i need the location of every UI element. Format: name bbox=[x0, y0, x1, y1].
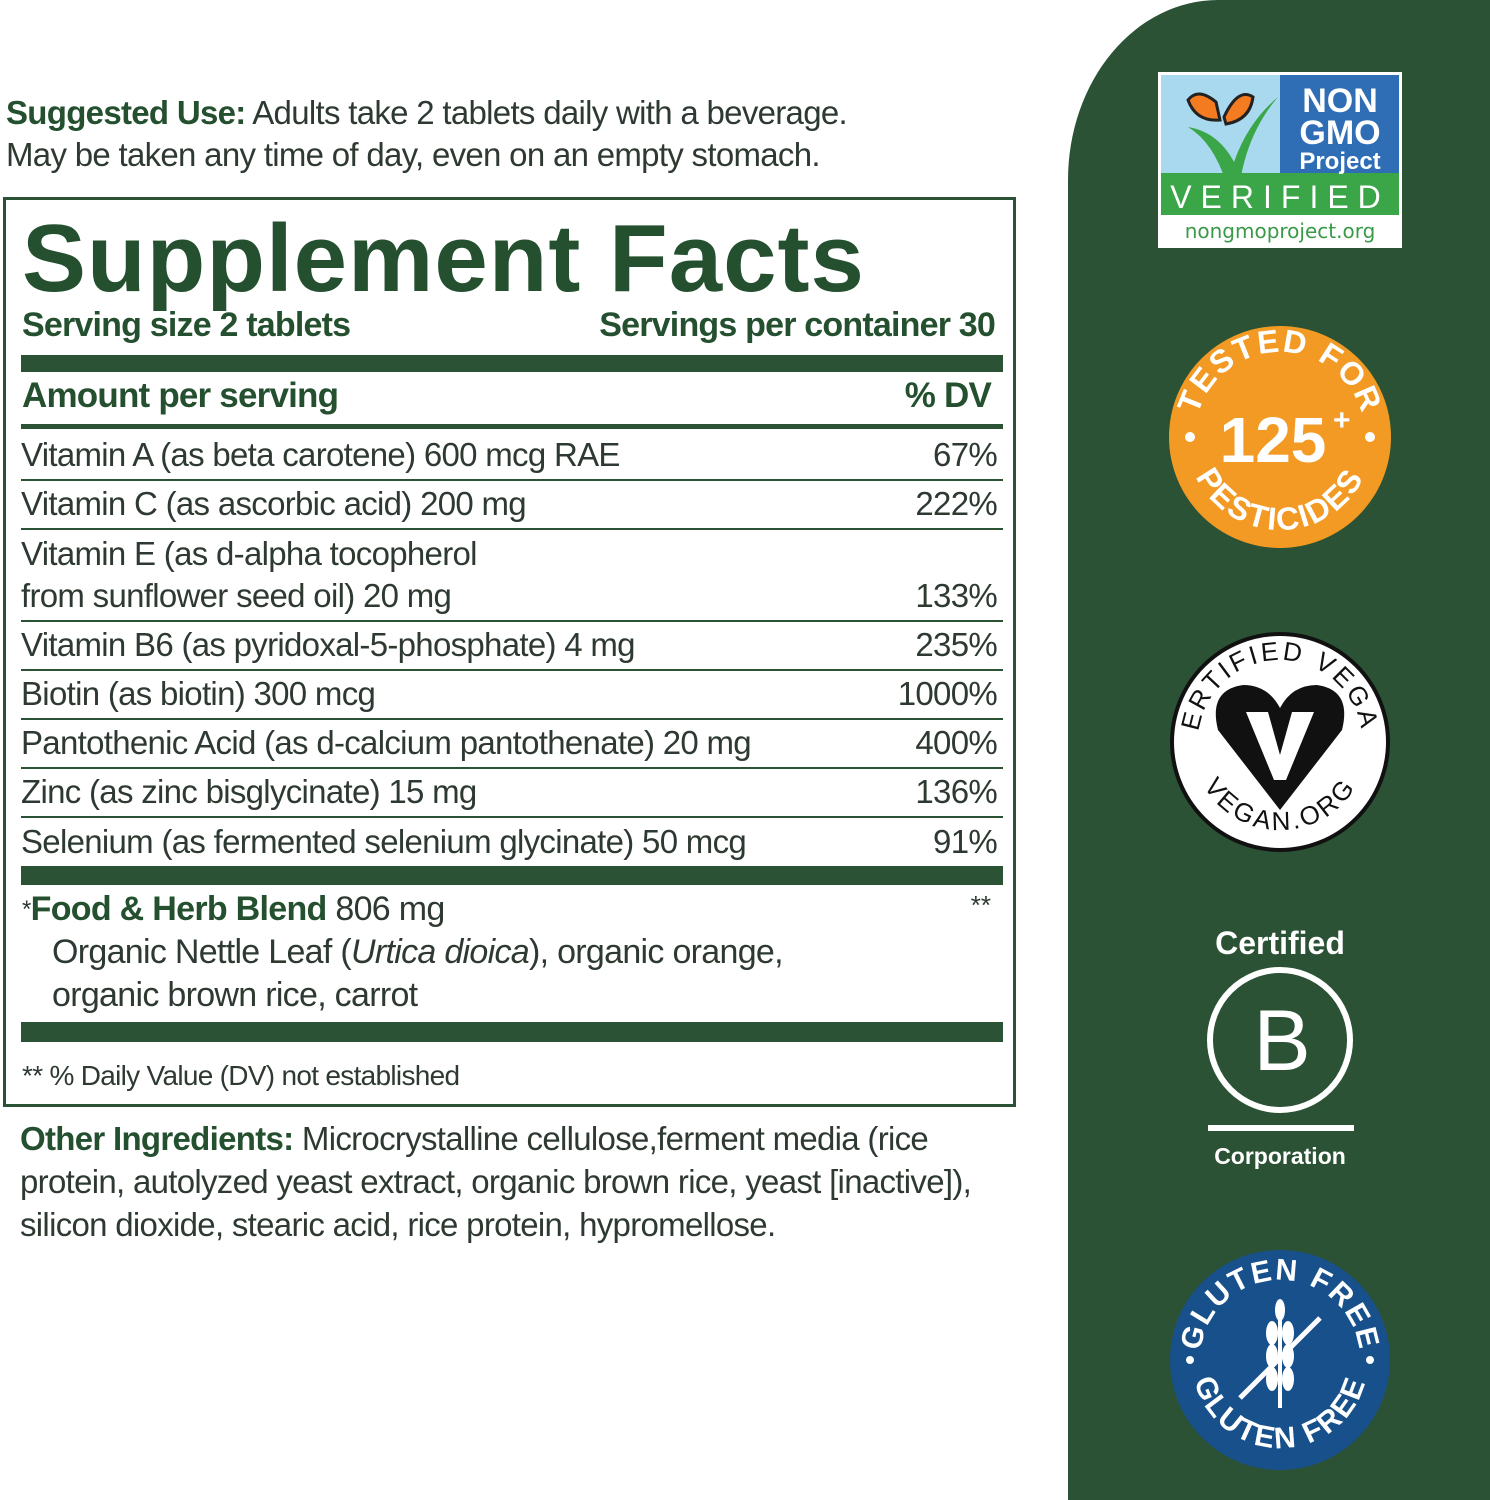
nutrient-dv: 136% bbox=[915, 773, 997, 810]
nutrient-dv: 133% bbox=[915, 577, 997, 614]
bcorp-b-letter: B bbox=[1253, 993, 1310, 1089]
suggested-use: Suggested Use: Adults take 2 tablets dai… bbox=[6, 92, 848, 176]
amount-header: Amount per serving bbox=[22, 376, 339, 415]
servings-per-container: Servings per container 30 bbox=[599, 306, 996, 344]
supplement-facts-panel: Supplement Facts Serving size 2 tablets … bbox=[3, 197, 1016, 1107]
non-gmo-url: nongmoproject.org bbox=[1185, 219, 1376, 243]
nutrient-name-line: Vitamin E (as d-alpha tocopherol bbox=[21, 535, 477, 572]
blend-marker: * bbox=[22, 896, 31, 923]
other-ingredients-text: Microcrystalline cellulose,ferment media… bbox=[20, 1120, 972, 1243]
nutrient-name: Selenium (as fermented selenium glycinat… bbox=[21, 823, 747, 860]
non-gmo-verified-logo: NON GMO Project VERIFIED nongmoproject.o… bbox=[1158, 72, 1402, 248]
blend-amount: 806 mg bbox=[335, 890, 445, 928]
nutrient-row: Selenium (as fermented selenium glycinat… bbox=[21, 818, 1003, 866]
nutrient-name: Vitamin A (as beta carotene) 600 mcg RAE bbox=[21, 436, 620, 473]
blend-name: Food & Herb Blend bbox=[30, 890, 328, 928]
nutrient-name: Vitamin E (as d-alpha tocopherol from sun… bbox=[21, 533, 477, 617]
nutrient-dv: 222% bbox=[915, 485, 997, 522]
divider-thick bbox=[21, 866, 1003, 885]
bcorp-certified-text: Certified bbox=[1215, 925, 1345, 961]
suggested-use-line: May be taken any time of day, even on an… bbox=[6, 136, 821, 173]
facts-title: Supplement Facts bbox=[22, 205, 865, 312]
butterfly-icon bbox=[1186, 92, 1255, 126]
blend-ingredients: Organic Nettle Leaf ( bbox=[52, 933, 352, 971]
nutrient-name: Vitamin B6 (as pyridoxal-5-phosphate) 4 … bbox=[21, 626, 636, 663]
pesticides-number: 125 bbox=[1220, 404, 1327, 476]
blend-ingredients: organic brown rice, carrot bbox=[52, 976, 418, 1014]
non-gmo-text: NON bbox=[1302, 82, 1378, 120]
nutrient-row: Vitamin A (as beta carotene) 600 mcg RAE… bbox=[21, 429, 1003, 481]
suggested-use-label: Suggested Use: bbox=[6, 94, 246, 131]
nutrient-dv: 67% bbox=[933, 436, 998, 473]
tested-pesticides-badge: TESTED FOR PESTICIDES 125 + bbox=[1169, 322, 1391, 548]
b-corp-logo: Certified B Corporation bbox=[1207, 925, 1354, 1169]
nutrient-name: Vitamin C (as ascorbic acid) 200 mg bbox=[21, 485, 527, 522]
nutrient-name: Pantothenic Acid (as d-calcium pantothen… bbox=[21, 724, 752, 761]
blend-latin-name: Urtica dioica bbox=[351, 933, 530, 971]
nutrient-row: Vitamin C (as ascorbic acid) 200 mg 222% bbox=[21, 481, 1003, 530]
dv-header: % DV bbox=[904, 376, 992, 415]
nutrient-row: Vitamin B6 (as pyridoxal-5-phosphate) 4 … bbox=[21, 622, 1003, 671]
divider-thick bbox=[21, 355, 1003, 372]
non-gmo-text: GMO bbox=[1299, 114, 1380, 152]
nutrient-dv: 91% bbox=[933, 823, 998, 860]
nutrient-row: Pantothenic Acid (as d-calcium pantothen… bbox=[21, 720, 1003, 769]
nutrient-row: Vitamin E (as d-alpha tocopherol from sun… bbox=[21, 530, 1003, 622]
blend-dv: ** bbox=[970, 890, 991, 920]
gluten-free-badge: GLUTEN FREE GLUTEN FREE bbox=[1170, 1250, 1390, 1470]
other-ingredients: Other Ingredients: Microcrystalline cell… bbox=[20, 1117, 1000, 1246]
other-ingredients-label: Other Ingredients: bbox=[20, 1120, 294, 1157]
nutrient-dv: 1000% bbox=[897, 675, 998, 712]
pesticides-plus: + bbox=[1333, 404, 1351, 437]
divider-thick bbox=[21, 1022, 1003, 1042]
footnote: ** % Daily Value (DV) not established bbox=[22, 1060, 460, 1091]
nutrient-name: Biotin (as biotin) 300 mcg bbox=[21, 675, 376, 712]
nutrient-name-line: from sunflower seed oil) 20 mg bbox=[21, 577, 452, 614]
nutrient-dv: 400% bbox=[915, 724, 997, 761]
bcorp-corporation-text: Corporation bbox=[1214, 1143, 1346, 1169]
certified-vegan-logo: CERTIFIED VEGAN VEGAN.ORG bbox=[1168, 630, 1390, 852]
nutrient-row: Zinc (as zinc bisglycinate) 15 mg 136% bbox=[21, 769, 1003, 818]
v-icon bbox=[1246, 712, 1314, 780]
divider-medium bbox=[21, 424, 1003, 429]
suggested-use-line: Adults take 2 tablets daily with a bever… bbox=[252, 94, 847, 131]
serving-size: Serving size 2 tablets bbox=[22, 306, 351, 344]
nutrient-name: Zinc (as zinc bisglycinate) 15 mg bbox=[21, 773, 477, 810]
verified-text: VERIFIED bbox=[1170, 179, 1390, 215]
food-herb-blend: *Food & Herb Blend 806 mg Organic Nettle… bbox=[22, 888, 784, 1017]
blend-ingredients: ), organic orange, bbox=[528, 933, 784, 971]
nutrient-row: Biotin (as biotin) 300 mcg 1000% bbox=[21, 671, 1003, 720]
non-gmo-text: Project bbox=[1299, 148, 1380, 175]
nutrient-dv: 235% bbox=[915, 626, 997, 663]
